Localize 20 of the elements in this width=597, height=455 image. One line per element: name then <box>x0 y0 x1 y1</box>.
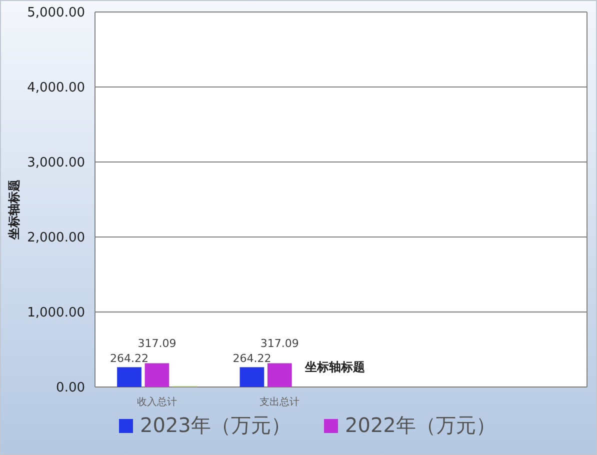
y-tick-label: 2,000.00 <box>27 230 85 246</box>
bar <box>240 367 264 387</box>
legend-label: 2022年（万元） <box>345 413 496 437</box>
bar <box>267 363 292 387</box>
y-tick-label: 5,000.00 <box>27 6 85 21</box>
x-tick-label: 支出总计 <box>260 396 300 408</box>
y-tick-label: 1,000.00 <box>27 306 85 321</box>
data-label: 264.22 <box>110 352 149 366</box>
y-tick-label: 4,000.00 <box>27 80 85 96</box>
bar <box>144 363 170 387</box>
y-axis-title: 坐标轴标题 <box>7 180 21 240</box>
data-label: 317.09 <box>138 337 176 350</box>
legend-label: 2023年（万元） <box>140 413 291 437</box>
y-tick-label: 0.00 <box>56 380 85 396</box>
x-axis-title: 坐标轴标题 <box>304 360 365 374</box>
y-tick-label: 3,000.00 <box>27 156 85 171</box>
data-label: 264.22 <box>232 352 272 366</box>
data-label: 317.09 <box>260 337 299 350</box>
bar <box>117 367 142 387</box>
x-tick-label: 收入总计 <box>136 396 177 408</box>
